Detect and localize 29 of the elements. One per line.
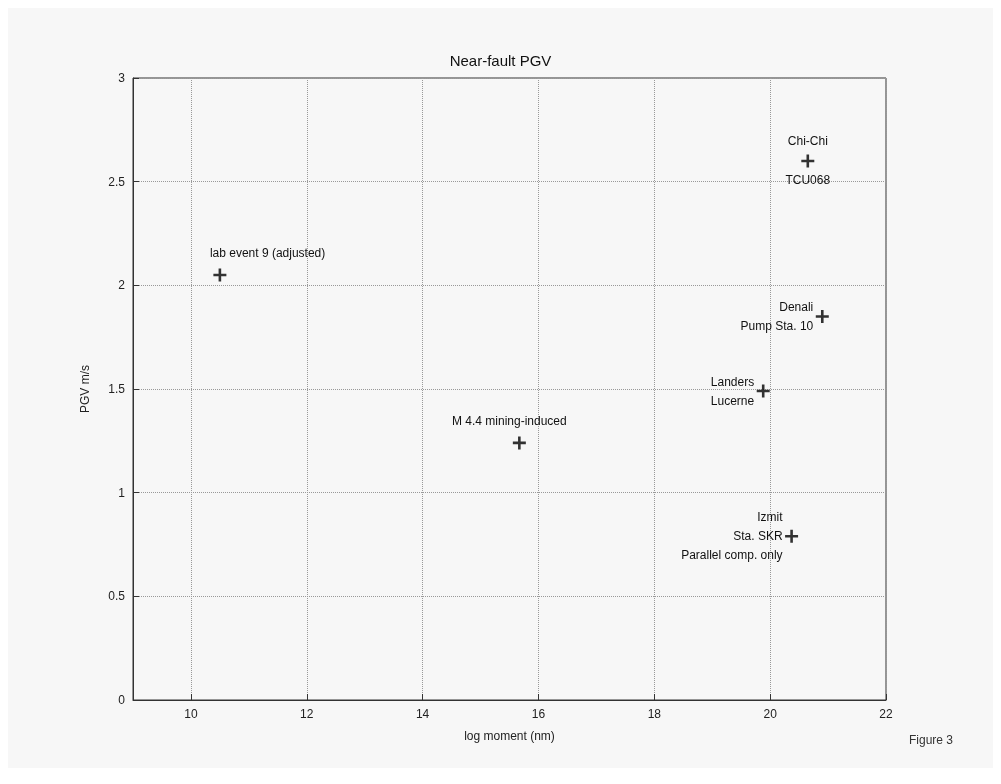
x-tick-label: 20 xyxy=(763,707,778,721)
x-tick-label: 16 xyxy=(531,707,546,721)
point xyxy=(756,384,770,398)
y-tick-label: 0.5 xyxy=(108,589,126,604)
y-tick-label: 1.5 xyxy=(108,382,126,396)
annotation: M 4.4 mining-induced xyxy=(451,414,567,429)
x-tick-label: 22 xyxy=(879,707,893,721)
caption: Figure 3 xyxy=(908,733,954,747)
chart-title: Near-fault PGV xyxy=(449,52,552,69)
annotation: lab event 9 (adjusted) xyxy=(209,246,326,261)
annotation: Denali Pump Sta. 10 xyxy=(740,299,814,333)
annotation: TCU068 xyxy=(785,173,831,188)
point xyxy=(815,309,829,323)
annotation: Landers Lucerne xyxy=(710,374,755,408)
y-tick-label: 3 xyxy=(118,71,126,85)
annotation: Chi-Chi xyxy=(787,134,828,149)
y-tick-label: 2 xyxy=(118,278,126,293)
x-tick-label: 18 xyxy=(647,707,662,721)
x-tick-label: 14 xyxy=(415,707,430,721)
point xyxy=(512,436,526,450)
y-tick-label: 1 xyxy=(118,485,126,500)
y-tick-label: 2.5 xyxy=(108,174,126,189)
x-tick-label: 10 xyxy=(184,707,198,721)
point xyxy=(785,529,799,543)
x-axis-title: log moment (nm) xyxy=(464,729,555,743)
annotation: Izmit Sta. SKR Parallel comp. only xyxy=(681,510,784,563)
x-tick-label: 12 xyxy=(300,707,314,721)
y-axis-title: PGV m/s xyxy=(78,364,92,414)
y-tick-label: 0 xyxy=(118,693,126,707)
